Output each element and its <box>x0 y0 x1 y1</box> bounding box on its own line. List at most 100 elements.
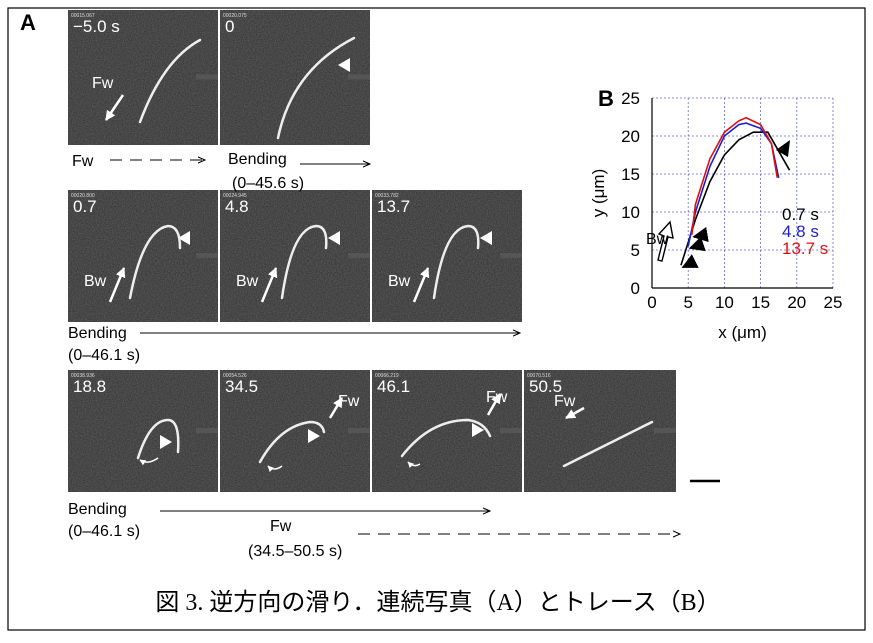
curved-arrow <box>139 457 159 466</box>
x-axis-label: x (μm) <box>718 323 767 342</box>
micropipette <box>348 253 370 258</box>
panel-label: A <box>20 10 36 35</box>
micrograph-noise <box>68 370 218 492</box>
annotation: Bending <box>68 325 127 342</box>
arrow-label: Fw <box>486 389 508 406</box>
frame-time: 13.7 <box>377 197 410 216</box>
timestamp: 00020.075 <box>223 13 247 19</box>
trace-line <box>691 116 779 235</box>
filament <box>258 420 326 464</box>
micrograph-noise <box>68 10 218 145</box>
x-tick-label: 10 <box>715 293 734 312</box>
micropipette <box>654 428 676 433</box>
y-tick-label: 0 <box>631 279 640 298</box>
frame-time: 0.7 <box>73 197 97 216</box>
micrograph-noise <box>68 190 218 322</box>
micrograph: 00015.067−5.0 s Fw <box>68 10 218 145</box>
x-tick-label: 0 <box>647 293 656 312</box>
frame-time: −5.0 s <box>73 17 120 36</box>
y-tick-label: 25 <box>621 89 640 108</box>
direction-arrow <box>486 393 502 416</box>
arrowhead-marker <box>480 231 492 245</box>
micrograph-noise <box>220 10 370 145</box>
start-arrow <box>688 236 706 252</box>
timestamp: 00054.526 <box>223 373 247 379</box>
y-tick-label: 15 <box>621 165 640 184</box>
micrograph-noise <box>372 370 522 492</box>
arrowhead-marker <box>328 231 340 245</box>
filament <box>432 224 480 300</box>
micropipette <box>348 428 370 433</box>
start-arrow <box>681 254 699 269</box>
filament <box>138 38 202 124</box>
caption: 図 3. 逆方向の滑り．連続写真（A）とトレース（B） <box>155 589 720 616</box>
y-tick-label: 10 <box>621 203 640 222</box>
annotation: (0–46.1 s) <box>68 347 140 364</box>
direction-arrow <box>104 94 125 121</box>
direction-arrow <box>260 267 278 303</box>
frame-time: 46.1 <box>377 377 410 396</box>
annotation: (0–46.1 s) <box>68 523 140 540</box>
timestamp: 00024.945 <box>223 193 247 199</box>
legend-label: 0.7 s <box>782 205 819 224</box>
arrowhead-marker <box>308 429 320 443</box>
micrograph-noise <box>220 190 370 322</box>
micrograph-noise <box>220 370 370 492</box>
direction-arrow <box>328 397 344 419</box>
frame-time: 50.5 <box>529 377 562 396</box>
frame-time: 0 <box>225 17 234 36</box>
timestamp: 00070.516 <box>527 373 551 379</box>
x-tick-label: 5 <box>683 293 692 312</box>
filament <box>136 418 180 460</box>
panel-label: B <box>598 86 614 111</box>
annotation: Fw <box>72 153 94 170</box>
timestamp: 00033.782 <box>375 193 399 199</box>
curved-arrow <box>407 461 421 468</box>
arrow-label: Bw <box>388 273 411 290</box>
arrowhead-marker <box>160 435 172 449</box>
arrow-label: Fw <box>554 393 576 410</box>
frame-time: 34.5 <box>225 377 258 396</box>
filament <box>280 224 328 300</box>
y-axis-label: y (μm) <box>589 169 608 218</box>
legend-label: 4.8 s <box>782 222 819 241</box>
arrow-label: Bw <box>236 273 259 290</box>
arrowhead-marker <box>338 58 350 72</box>
y-tick-label: 5 <box>631 241 640 260</box>
micropipette <box>196 428 218 433</box>
arrowhead-marker <box>472 423 484 437</box>
direction-arrow <box>412 267 430 303</box>
y-tick-label: 20 <box>621 127 640 146</box>
frame-time: 18.8 <box>73 377 106 396</box>
timestamp: 00015.067 <box>71 13 95 19</box>
micrograph-noise <box>524 370 676 492</box>
timestamp: 00066.219 <box>375 373 399 379</box>
annotation: (0–45.6 s) <box>232 175 304 192</box>
micrograph-noise <box>372 190 522 322</box>
timestamp: 00020.800 <box>71 193 95 199</box>
micropipette <box>196 253 218 258</box>
x-tick-label: 15 <box>751 293 770 312</box>
annotation: Bending <box>228 151 287 168</box>
trace-line <box>680 131 791 266</box>
arrowhead-marker <box>178 231 190 245</box>
micropipette <box>196 74 218 80</box>
filament <box>128 224 182 300</box>
bw-arrow <box>657 220 674 262</box>
filament <box>400 418 492 458</box>
curved-arrow <box>267 465 283 472</box>
filament <box>562 420 654 468</box>
micropipette <box>348 74 370 80</box>
start-arrow <box>692 226 709 243</box>
annotation: Bending <box>68 501 127 518</box>
filament <box>276 36 356 140</box>
frame-time: 4.8 <box>225 197 249 216</box>
